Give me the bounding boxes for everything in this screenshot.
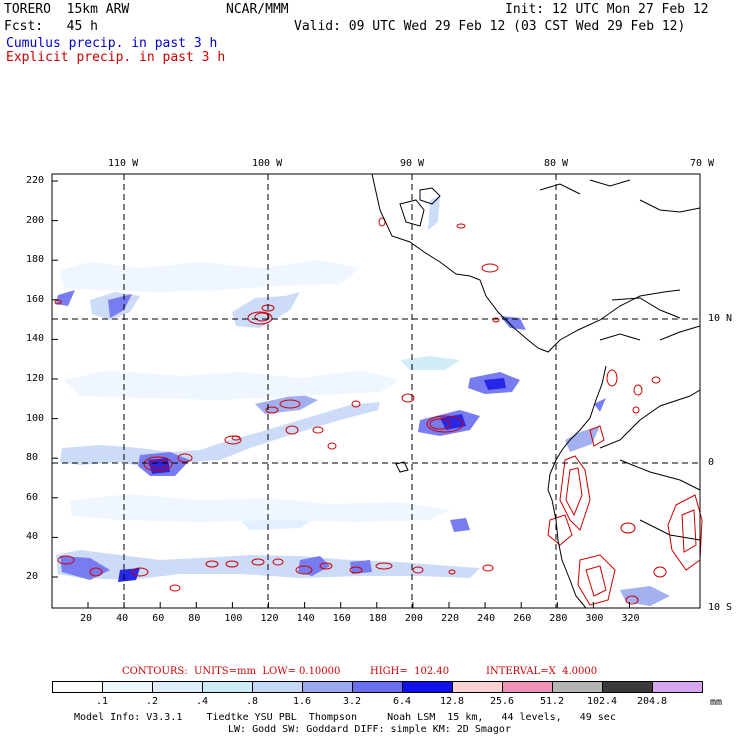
valid-time: Valid: 09 UTC Wed 29 Feb 12 (03 CST Wed … [294,19,686,34]
x-tick-label: 180 [368,613,387,624]
lat-label-0: 0 [708,457,715,468]
x-tick-label: 40 [116,613,129,624]
lon-label-90w: 90 W [400,158,425,169]
y-tick-label: 200 [26,214,45,226]
y-tick-label: 220 [26,175,45,186]
colorbar-label: 3.2 [342,696,362,707]
colorbar-label: 51.2 [539,696,565,707]
explicit-legend-label: Explicit precip. in past 3 h [6,50,226,65]
lon-label-100w: 100 W [252,158,283,169]
lat-label-10n: 10 N [708,313,733,324]
x-tick-label: 80 [188,613,201,624]
colorbar-cell [252,681,303,693]
colorbar-label: .4 [195,696,209,707]
x-tick-label: 300 [585,613,604,624]
x-tick-label: 220 [441,613,460,624]
colorbar-cell [302,681,353,693]
axis-ticks [52,180,630,608]
x-tick-label: 60 [152,613,165,624]
colorbar-unit: mm [710,697,723,708]
colorbar-cell [52,681,103,693]
x-tick-label: 140 [296,613,315,624]
colorbar-cell [602,681,653,693]
x-tick-label: 160 [332,613,351,624]
colorbar-cell [652,681,703,693]
x-tick-label: 260 [513,613,532,624]
lon-label-80w: 80 W [544,158,569,169]
lon-label-110w: 110 W [108,158,139,169]
lat-label-10s: 10 S [708,602,733,613]
contour-high: HIGH= 102.40 [370,666,450,677]
y-tick-label: 20 [26,571,39,582]
x-tick-label: 120 [260,613,279,624]
x-tick-label: 200 [404,613,423,624]
model-info-line1: Model Info: V3.3.1 Tiedtke YSU PBL Thomp… [74,712,616,723]
contour-units: CONTOURS: UNITS=mm LOW= 0.10000 [122,666,341,677]
y-tick-label: 80 [26,452,39,464]
map-frame [51,173,701,609]
lon-label-70w: 70 W [690,158,715,169]
cumulus-legend-label: Cumulus precip. in past 3 h [6,36,218,51]
y-tick-label: 40 [26,531,39,543]
colorbar-cell [502,681,553,693]
y-tick-label: 140 [26,333,45,345]
colorbar-cell [352,681,403,693]
colorbar-cell [452,681,503,693]
y-tick-label: 60 [26,491,39,503]
x-tick-label: 100 [224,613,243,624]
x-tick-label: 320 [621,613,640,624]
explicit-precip-contours [54,217,703,606]
model-title: TORERO 15km ARW [4,2,130,17]
x-tick-label: 20 [80,613,93,624]
x-tick-label: 240 [477,613,496,624]
colorbar-label: 25.6 [489,696,515,707]
cumulus-precip-fields [56,196,670,606]
colorbar-label: .1 [95,696,109,707]
y-tick-label: 100 [26,412,45,424]
y-tick-label: 120 [26,373,45,384]
colorbar-cell [402,681,453,693]
y-tick-label: 160 [26,293,45,305]
colorbar-label: 1.6 [292,696,312,707]
colorbar-label: .2 [145,696,159,707]
colorbar-label: .8 [245,696,259,707]
contour-interval: INTERVAL=X 4.0000 [486,666,598,677]
forecast-hour: Fcst: 45 h [4,19,98,34]
colorbar-cell [152,681,203,693]
colorbar-cell [202,681,253,693]
colorbar-label: 6.4 [392,696,412,707]
init-time: Init: 12 UTC Mon 27 Feb 12 [505,2,709,17]
y-tick-label: 180 [26,254,45,266]
colorbar-label: 102.4 [586,696,618,707]
coastlines [371,173,701,609]
center-name: NCAR/MMM [226,2,289,17]
colorbar-label: 204.8 [636,696,668,707]
x-tick-label: 280 [549,613,568,624]
colorbar-cell [552,681,603,693]
colorbar-cell [102,681,153,693]
lat-lon-grid [52,174,700,608]
colorbar-label: 12.8 [439,696,465,707]
model-info-line2: LW: Godd SW: Goddard DIFF: simple KM: 2D… [228,724,511,735]
